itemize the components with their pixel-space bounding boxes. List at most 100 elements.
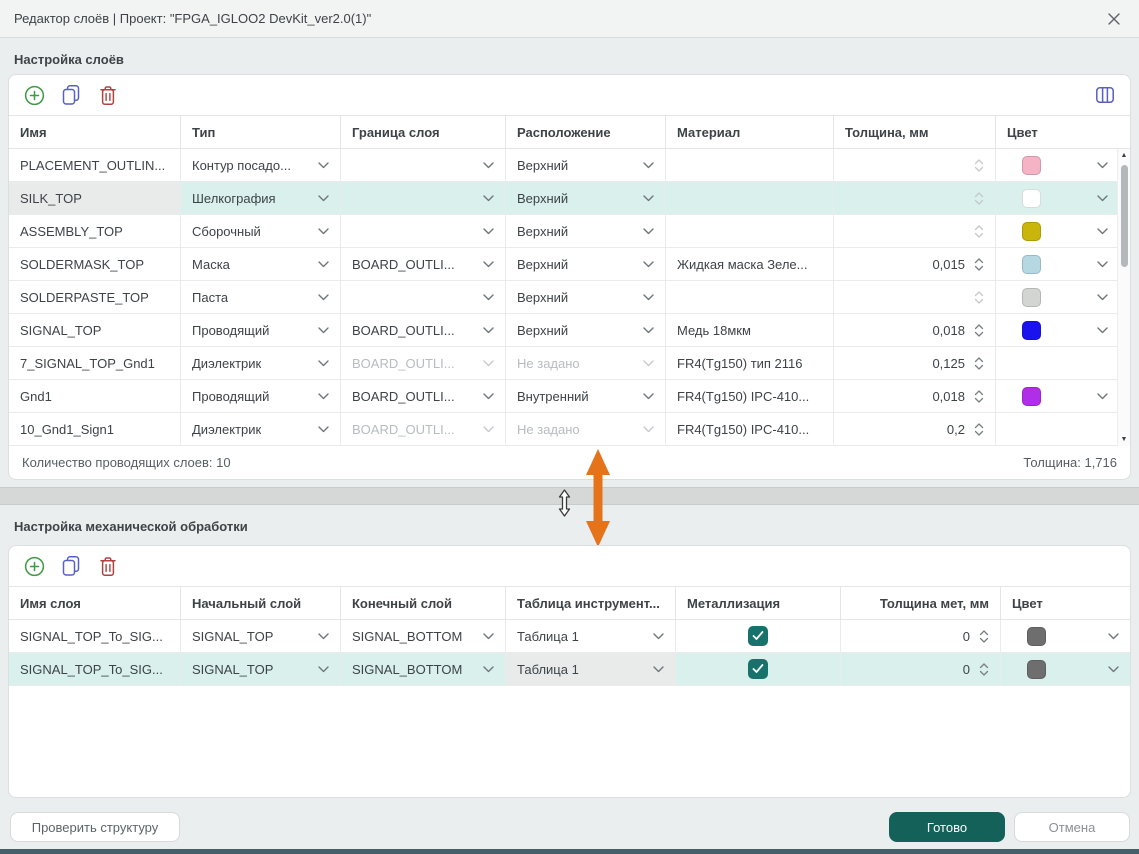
tool-table-dropdown[interactable]: Таблица 1 <box>506 653 676 685</box>
chevron-down-icon[interactable] <box>653 665 664 673</box>
table-row[interactable]: Gnd1 Проводящий BOARD_OUTLI... Внутренний FR… <box>9 380 1130 413</box>
chevron-down-icon[interactable] <box>483 632 494 640</box>
chevron-down-icon[interactable] <box>318 326 329 334</box>
scroll-up-icon[interactable]: ▲ <box>1120 152 1128 159</box>
chevron-down-icon[interactable] <box>483 326 494 334</box>
table-row[interactable]: SIGNAL_TOP_To_SIG... SIGNAL_TOP SIGNAL_BOT… <box>9 620 1130 653</box>
layer-location-dropdown[interactable]: Не задано <box>506 413 666 445</box>
chevron-down-icon[interactable] <box>1108 632 1119 640</box>
layer-thickness-stepper[interactable] <box>834 281 996 313</box>
layer-name-cell[interactable]: 7_SIGNAL_TOP_Gnd1 <box>9 347 181 379</box>
layer-type-dropdown[interactable]: Диэлектрик <box>181 347 341 379</box>
tool-table-dropdown[interactable]: Таблица 1 <box>506 620 676 652</box>
columns-settings-button[interactable] <box>1094 84 1116 106</box>
layer-type-dropdown[interactable]: Паста <box>181 281 341 313</box>
layer-material-cell[interactable] <box>666 149 834 181</box>
table-row[interactable]: SOLDERMASK_TOP Маска BOARD_OUTLI... Верхний… <box>9 248 1130 281</box>
layer-boundary-dropdown[interactable] <box>341 182 506 214</box>
layer-material-cell[interactable]: FR4(Tg150) IPC-410... <box>666 413 834 445</box>
chevron-down-icon[interactable] <box>318 161 329 169</box>
layer-color-dropdown[interactable] <box>996 215 1130 247</box>
layer-type-dropdown[interactable]: Сборочный <box>181 215 341 247</box>
layer-location-dropdown[interactable]: Верхний <box>506 182 666 214</box>
chevron-down-icon[interactable] <box>643 161 654 169</box>
chevron-down-icon[interactable] <box>318 392 329 400</box>
layer-type-dropdown[interactable]: Шелкография <box>181 182 341 214</box>
layer-name-cell[interactable]: SIGNAL_TOP <box>9 314 181 346</box>
chevron-down-icon[interactable] <box>643 260 654 268</box>
table-row[interactable]: 7_SIGNAL_TOP_Gnd1 Диэлектрик BOARD_OUTLI..… <box>9 347 1130 380</box>
start-layer-dropdown[interactable]: SIGNAL_TOP <box>181 653 341 685</box>
chevron-down-icon[interactable] <box>643 359 654 367</box>
chevron-down-icon[interactable] <box>483 161 494 169</box>
end-layer-dropdown[interactable]: SIGNAL_BOTTOM <box>341 620 506 652</box>
chevron-down-icon[interactable] <box>643 194 654 202</box>
layer-thickness-stepper[interactable]: 0,018 <box>834 380 996 412</box>
layer-material-cell[interactable]: Жидкая маска Зеле... <box>666 248 834 280</box>
chevron-down-icon[interactable] <box>653 632 664 640</box>
mech-name-cell[interactable]: SIGNAL_TOP_To_SIG... <box>9 653 181 685</box>
table-row[interactable]: PLACEMENT_OUTLIN... Контур посадо... Верхн… <box>9 149 1130 182</box>
color-swatch[interactable] <box>1022 155 1041 175</box>
add-layer-button[interactable] <box>23 84 45 106</box>
met-thickness-stepper[interactable]: 0 <box>841 620 1001 652</box>
layer-material-cell[interactable] <box>666 281 834 313</box>
layer-boundary-dropdown[interactable] <box>341 215 506 247</box>
spinner-stepper-icon[interactable] <box>974 356 984 371</box>
layer-thickness-stepper[interactable] <box>834 182 996 214</box>
layer-boundary-dropdown[interactable]: BOARD_OUTLI... <box>341 347 506 379</box>
chevron-down-icon[interactable] <box>318 665 329 673</box>
duplicate-layer-button[interactable] <box>60 84 82 106</box>
mech-color-dropdown[interactable] <box>1001 620 1130 652</box>
color-swatch[interactable] <box>1022 287 1041 307</box>
layer-material-cell[interactable]: FR4(Tg150) тип 2116 <box>666 347 834 379</box>
layer-color-dropdown[interactable] <box>996 182 1130 214</box>
delete-mech-layer-button[interactable] <box>97 555 119 577</box>
spinner-stepper-icon[interactable] <box>974 422 984 437</box>
layer-boundary-dropdown[interactable]: BOARD_OUTLI... <box>341 314 506 346</box>
chevron-down-icon[interactable] <box>1097 326 1108 334</box>
layer-name-cell[interactable]: SILK_TOP <box>9 182 181 214</box>
chevron-down-icon[interactable] <box>1097 194 1108 202</box>
chevron-down-icon[interactable] <box>1097 161 1108 169</box>
chevron-down-icon[interactable] <box>1097 260 1108 268</box>
chevron-down-icon[interactable] <box>318 632 329 640</box>
layer-material-cell[interactable] <box>666 215 834 247</box>
table-row[interactable]: SIGNAL_TOP_To_SIG... SIGNAL_TOP SIGNAL_BOT… <box>9 653 1130 686</box>
layer-location-dropdown[interactable]: Верхний <box>506 281 666 313</box>
scroll-down-icon[interactable]: ▼ <box>1120 436 1128 443</box>
chevron-down-icon[interactable] <box>1097 227 1108 235</box>
vertical-scrollbar[interactable]: ▲ ▼ <box>1117 149 1130 446</box>
chevron-down-icon[interactable] <box>483 227 494 235</box>
spinner-stepper-icon[interactable] <box>979 662 989 677</box>
color-swatch[interactable] <box>1027 659 1046 679</box>
add-mech-layer-button[interactable] <box>23 555 45 577</box>
scrollbar-thumb[interactable] <box>1121 165 1128 267</box>
mech-color-dropdown[interactable] <box>1001 653 1130 685</box>
chevron-down-icon[interactable] <box>483 425 494 433</box>
chevron-down-icon[interactable] <box>318 293 329 301</box>
chevron-down-icon[interactable] <box>643 326 654 334</box>
layer-name-cell[interactable]: SOLDERPASTE_TOP <box>9 281 181 313</box>
layer-color-dropdown[interactable] <box>996 281 1130 313</box>
chevron-down-icon[interactable] <box>483 293 494 301</box>
met-thickness-stepper[interactable]: 0 <box>841 653 1001 685</box>
layer-thickness-stepper[interactable] <box>834 149 996 181</box>
layer-boundary-dropdown[interactable]: BOARD_OUTLI... <box>341 413 506 445</box>
spinner-stepper-icon[interactable] <box>974 191 984 206</box>
layer-material-cell[interactable] <box>666 182 834 214</box>
cancel-button[interactable]: Отмена <box>1014 812 1130 842</box>
layer-name-cell[interactable]: 10_Gnd1_Sign1 <box>9 413 181 445</box>
chevron-down-icon[interactable] <box>1097 293 1108 301</box>
chevron-down-icon[interactable] <box>643 425 654 433</box>
chevron-down-icon[interactable] <box>1097 392 1108 400</box>
start-layer-dropdown[interactable]: SIGNAL_TOP <box>181 620 341 652</box>
layer-type-dropdown[interactable]: Маска <box>181 248 341 280</box>
delete-layer-button[interactable] <box>97 84 119 106</box>
layer-color-dropdown[interactable] <box>996 314 1130 346</box>
spinner-stepper-icon[interactable] <box>974 389 984 404</box>
layer-color-dropdown[interactable] <box>996 248 1130 280</box>
metallization-checkbox[interactable] <box>748 626 768 646</box>
spinner-stepper-icon[interactable] <box>974 257 984 272</box>
layer-boundary-dropdown[interactable] <box>341 149 506 181</box>
